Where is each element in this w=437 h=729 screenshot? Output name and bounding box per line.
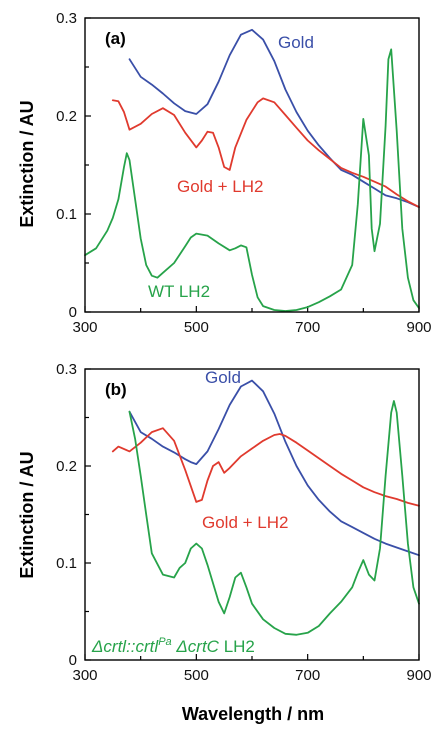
label-mutant-part1: Δcrtl::crtl [91,637,159,656]
y-tick-label-b-0.3: 0.3 [56,361,77,378]
panel-b: Extinction / AU 300 500 700 900 0 0.1 0.2 0.3 (… [17,361,432,684]
y-tick-label-b-0: 0 [69,652,77,669]
x-tick-label-b-300: 300 [72,667,97,684]
label-mutant-sup: Pa [158,636,171,648]
label-mutant-part3: LH2 [224,637,255,656]
series-line-b-1 [111,427,420,507]
y-axis-title-a: Extinction / AU [17,100,37,227]
x-tick-label-a-700: 700 [295,319,320,336]
y-tick-label-a-0.2: 0.2 [56,108,77,125]
y-tick-label-b-0.1: 0.1 [56,555,77,572]
ticks-a: 300 500 700 900 0 0.1 0.2 0.3 [56,10,431,336]
plot-frame-a [84,17,420,313]
y-tick-label-a-0.3: 0.3 [56,10,77,27]
y-axis-title-b: Extinction / AU [17,451,37,578]
x-tick-label-b-900: 900 [406,667,431,684]
series-line-a-0 [128,28,420,209]
label-mutant-part2: ΔcrtC [175,637,219,656]
label-gold-a: Gold [278,33,314,52]
series-b [111,379,420,636]
x-tick-label-a-300: 300 [72,319,97,336]
panel-a: Extinction / AU 300 500 700 900 0 0.1 0.2 0.3 (… [17,10,432,336]
series-a [84,28,420,312]
x-tick-label-a-500: 500 [184,319,209,336]
y-tick-label-a-0.1: 0.1 [56,206,77,223]
label-gold-b: Gold [205,368,241,387]
panel-letter-a: (a) [105,29,126,48]
label-gold-lh2-a: Gold + LH2 [177,177,263,196]
x-tick-label-b-700: 700 [295,667,320,684]
series-line-b-2 [128,400,420,636]
y-tick-label-a-0: 0 [69,304,77,321]
series-line-a-2 [84,48,420,312]
label-mutant-lh2-b: Δcrtl::crtlPa ΔcrtC LH2 [91,636,255,656]
panel-letter-b: (b) [105,380,127,399]
label-wt-lh2-a: WT LH2 [148,282,210,301]
x-axis-title: Wavelength / nm [182,704,324,724]
label-gold-lh2-b: Gold + LH2 [202,513,288,532]
y-tick-label-b-0.2: 0.2 [56,458,77,475]
x-tick-label-a-900: 900 [406,319,431,336]
series-line-a-1 [111,97,420,209]
x-tick-label-b-500: 500 [184,667,209,684]
plot-frame-b [84,368,420,661]
